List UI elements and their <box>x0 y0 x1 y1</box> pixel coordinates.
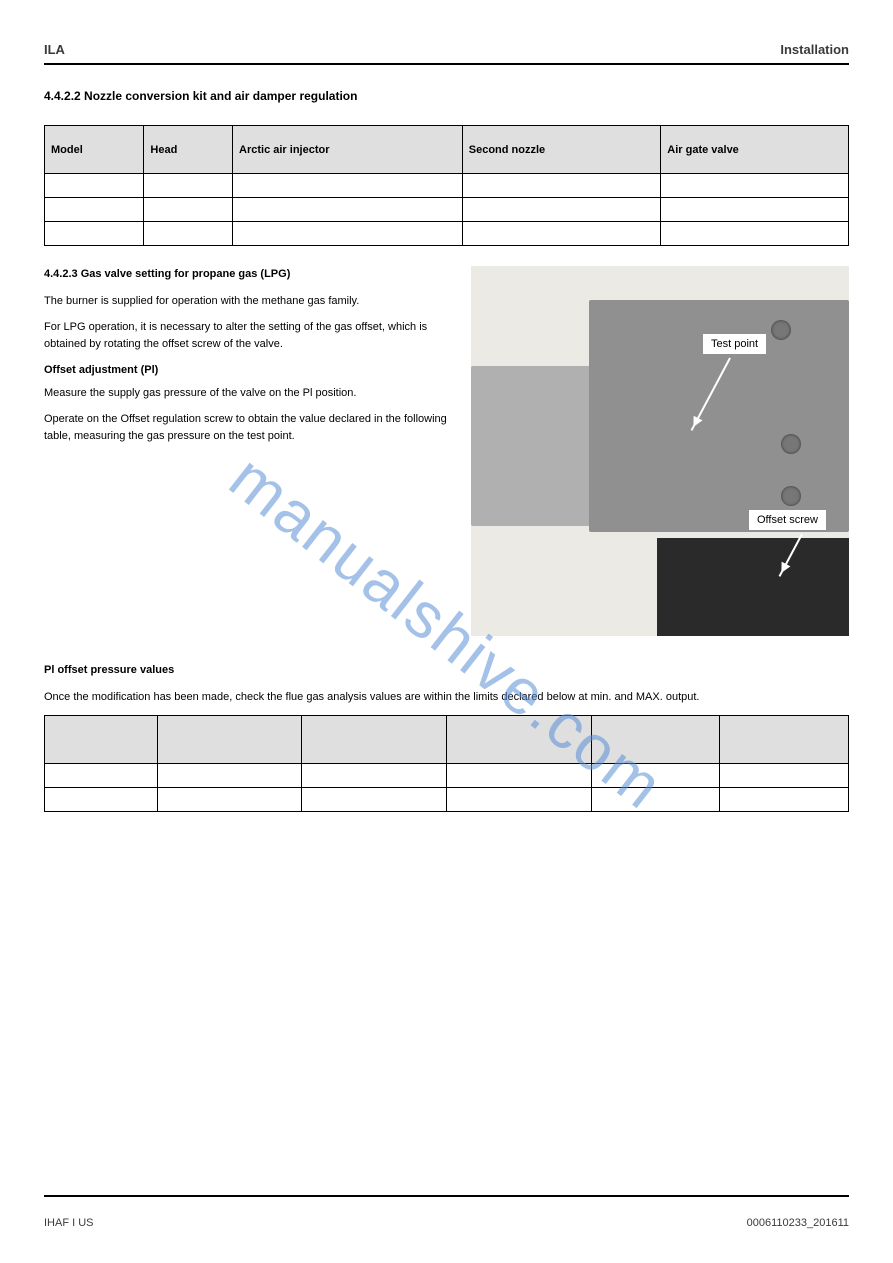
col-second-nozzle: Second nozzle <box>462 126 661 174</box>
table-header-row <box>45 716 849 764</box>
table-header-row: Model Head Arctic air injector Second no… <box>45 126 849 174</box>
page-header: ILA Installation <box>44 42 849 57</box>
section-2-p4: Operate on the Offset regulation screw t… <box>44 411 453 444</box>
t2-c3 <box>446 716 591 764</box>
t2-c5 <box>720 716 849 764</box>
t2-c0 <box>45 716 158 764</box>
t2-c2 <box>302 716 447 764</box>
section-1-number: 4.4.2.2 Nozzle conversion kit and air da… <box>44 89 849 103</box>
table-row <box>45 174 849 198</box>
gas-valve-figure: Test point Offset screw <box>471 266 849 636</box>
t2-c1 <box>157 716 302 764</box>
figure-container: Test point Offset screw <box>471 266 849 636</box>
section-2-p2: For LPG operation, it is necessary to al… <box>44 319 453 352</box>
col-head: Head <box>144 126 233 174</box>
col-injector: Arctic air injector <box>233 126 463 174</box>
table-offset-values <box>44 715 849 812</box>
table-nozzle-conversion: Model Head Arctic air injector Second no… <box>44 125 849 246</box>
footer-right: 0006110233_201611 <box>747 1217 849 1229</box>
figure-label-test-point: Test point <box>703 334 766 354</box>
table-row <box>45 764 849 788</box>
section-2-number: 4.4.2.3 <box>44 268 78 280</box>
section-2-sub1: Offset adjustment (Pl) <box>44 362 453 379</box>
section-3-title: Pl offset pressure values <box>44 662 849 679</box>
section-2-text: 4.4.2.3 Gas valve setting for propane ga… <box>44 266 453 636</box>
footer-rule <box>44 1195 849 1197</box>
figure-label-offset-screw: Offset screw <box>749 510 826 530</box>
section-1-title: Nozzle conversion kit and air damper reg… <box>84 89 357 103</box>
section-2-p1: The burner is supplied for operation wit… <box>44 293 453 310</box>
table-row <box>45 222 849 246</box>
footer-left: IHAF I US <box>44 1217 94 1229</box>
header-rule <box>44 63 849 65</box>
page-footer: IHAF I US 0006110233_201611 <box>44 1217 849 1229</box>
header-right: Installation <box>780 42 849 57</box>
col-model: Model <box>45 126 144 174</box>
section-2-title: Gas valve setting for propane gas (LPG) <box>81 268 291 280</box>
col-air-gate: Air gate valve <box>661 126 849 174</box>
section-2-p3: Measure the supply gas pressure of the v… <box>44 385 453 402</box>
section-3-p1: Once the modification has been made, che… <box>44 689 849 706</box>
t2-c4 <box>591 716 720 764</box>
header-left: ILA <box>44 42 65 57</box>
table-row <box>45 198 849 222</box>
table-row <box>45 788 849 812</box>
